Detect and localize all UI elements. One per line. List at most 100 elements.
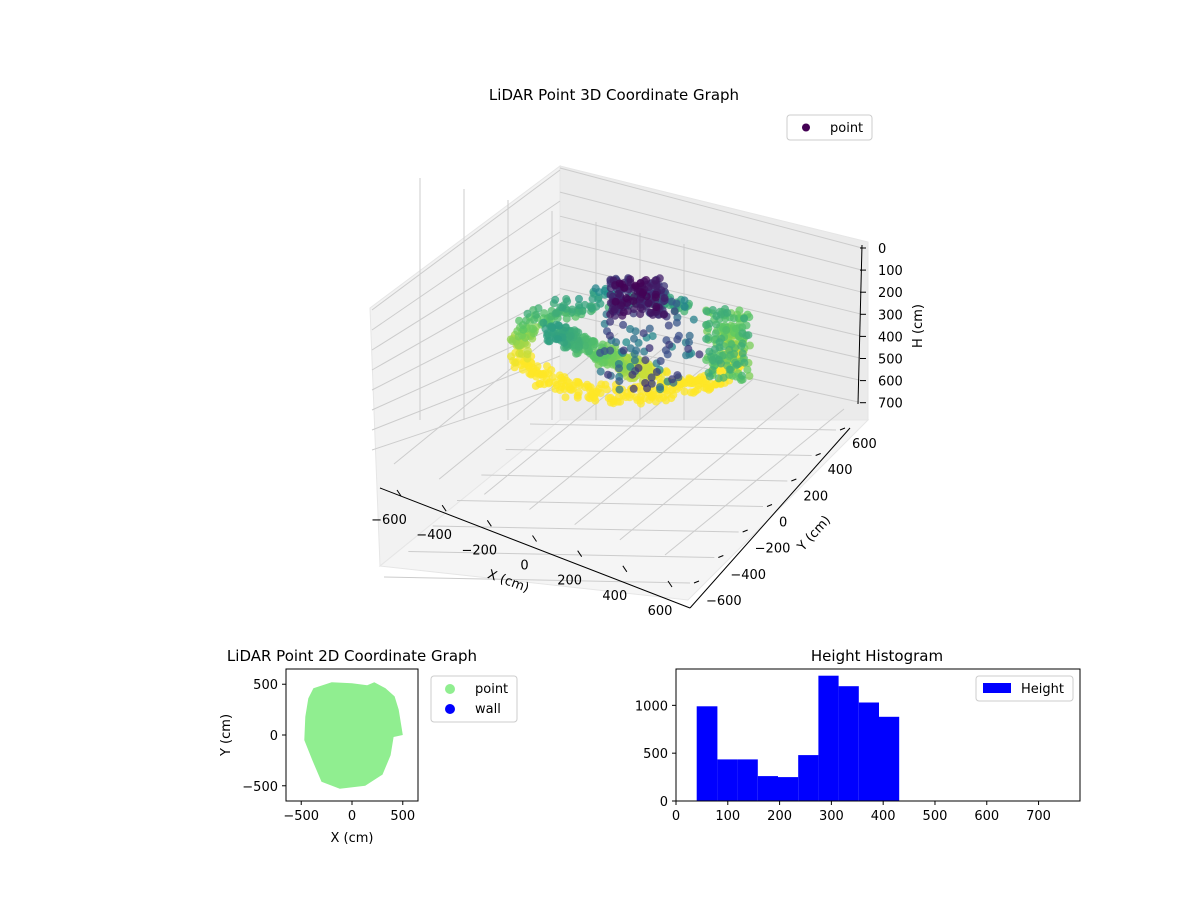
point-3d bbox=[665, 340, 674, 349]
ticks-2d: −500 −500 0 0 500 500 bbox=[242, 678, 415, 824]
point-3d bbox=[743, 365, 752, 374]
point-3d bbox=[673, 371, 682, 380]
point-3d bbox=[702, 321, 711, 329]
point-3d bbox=[719, 373, 728, 382]
z-axis-line bbox=[857, 244, 863, 405]
legend-2d-point-marker bbox=[445, 684, 455, 694]
y-tick-label: 0 bbox=[270, 729, 278, 744]
x-tick-label: 0 bbox=[520, 559, 528, 574]
point-3d bbox=[670, 307, 679, 316]
x-tick-label: 600 bbox=[648, 604, 673, 619]
grid-line-z bbox=[559, 215, 863, 293]
point-3d bbox=[652, 303, 661, 311]
point-3d bbox=[539, 318, 548, 327]
y-tick bbox=[718, 555, 724, 558]
x-tick-label: −400 bbox=[416, 528, 452, 543]
point-3d bbox=[568, 305, 577, 314]
point-3d bbox=[725, 345, 734, 354]
point-3d bbox=[604, 370, 612, 379]
ticks-3d: −600−400−2000200400600−600−400−200020040… bbox=[371, 242, 903, 619]
point-3d bbox=[738, 339, 747, 348]
y-tick-label: 0 bbox=[779, 516, 787, 531]
point-3d bbox=[715, 343, 724, 352]
chart-2d-x-label: X (cm) bbox=[331, 831, 374, 846]
z-tick-label: 700 bbox=[878, 397, 903, 412]
grid-line-y bbox=[432, 525, 739, 533]
histogram-ticks: 0 100 200 300 400 500 600 700 0 500 1000 bbox=[635, 699, 1051, 824]
point-3d bbox=[601, 380, 610, 389]
point-3d bbox=[712, 312, 721, 320]
x-tick-label: 400 bbox=[602, 589, 627, 604]
z-tick-label: 500 bbox=[878, 353, 903, 368]
grid-line-x bbox=[438, 332, 619, 480]
point-3d bbox=[605, 331, 614, 340]
point-3d bbox=[702, 307, 711, 316]
point-3d bbox=[554, 335, 563, 344]
histogram-chart: Height Histogram 0 100 200 300 400 500 600 7000… bbox=[635, 647, 1081, 824]
z-tick-label: 200 bbox=[878, 286, 903, 301]
x-tick-label: 100 bbox=[715, 809, 740, 824]
histogram-bar bbox=[879, 716, 900, 801]
y-axis-label: Y (cm) bbox=[794, 513, 834, 555]
point-3d bbox=[630, 334, 638, 343]
x-tick bbox=[622, 565, 628, 573]
point-3d bbox=[565, 378, 574, 387]
point-3d bbox=[708, 306, 717, 314]
histogram-bar bbox=[717, 759, 738, 801]
x-tick-label: 200 bbox=[767, 809, 792, 824]
grid-line-y bbox=[529, 423, 837, 431]
grid-line-z-left bbox=[371, 262, 561, 371]
point-3d bbox=[685, 331, 694, 340]
point-3d bbox=[664, 321, 673, 330]
point-3d bbox=[632, 346, 641, 355]
y-tick-label: −200 bbox=[755, 542, 791, 557]
histogram-bar bbox=[838, 686, 859, 801]
point-3d bbox=[680, 302, 689, 311]
legend-3d-box bbox=[786, 114, 873, 141]
chart-3d: LiDAR Point 3D Coordinate Graph −600 −400… bbox=[369, 86, 926, 619]
point-3d bbox=[722, 326, 731, 334]
point-3d bbox=[558, 303, 567, 312]
x-tick-label: −500 bbox=[283, 809, 319, 824]
histogram-bar bbox=[757, 776, 778, 801]
point-3d bbox=[589, 389, 597, 398]
histogram-bar bbox=[858, 702, 879, 801]
legend-histogram-box bbox=[975, 675, 1074, 702]
legend-2d: point wall bbox=[430, 675, 518, 723]
grid-line-y bbox=[383, 576, 691, 584]
point-3d bbox=[608, 360, 617, 369]
z-tick-label: 600 bbox=[878, 375, 903, 390]
histogram-bar bbox=[818, 675, 839, 801]
point-cloud-3d bbox=[506, 274, 754, 408]
point-3d bbox=[545, 337, 554, 345]
point-3d bbox=[508, 337, 517, 346]
x-tick-label: 500 bbox=[390, 809, 415, 824]
point-3d bbox=[584, 382, 593, 391]
point-3d bbox=[596, 367, 605, 376]
point-3d bbox=[637, 392, 645, 401]
point-3d bbox=[705, 372, 714, 381]
y-tick bbox=[839, 427, 846, 431]
grid-line-z bbox=[559, 239, 863, 315]
point-3d bbox=[689, 315, 698, 324]
z-axis-label: H (cm) bbox=[911, 304, 926, 348]
histogram-bars bbox=[696, 675, 900, 801]
point-3d bbox=[694, 375, 703, 384]
legend-2d-wall-label: wall bbox=[475, 702, 501, 717]
point-3d bbox=[652, 368, 661, 376]
chart-2d: LiDAR Point 2D Coordinate Graph −500−500… bbox=[219, 647, 518, 846]
point-3d bbox=[737, 371, 746, 380]
x-tick-label: 200 bbox=[557, 574, 582, 589]
point-3d bbox=[647, 373, 656, 382]
point-3d bbox=[644, 299, 653, 308]
point-3d bbox=[645, 324, 654, 333]
y-tick-label: 1000 bbox=[635, 699, 668, 714]
point-3d bbox=[561, 393, 570, 402]
point-3d bbox=[580, 300, 589, 309]
y-tick-label: 0 bbox=[660, 795, 668, 810]
point-3d bbox=[587, 304, 596, 313]
z-tick-label: 400 bbox=[878, 330, 903, 345]
point-3d bbox=[628, 370, 637, 379]
point-3d bbox=[740, 358, 749, 367]
point-3d bbox=[523, 350, 532, 359]
